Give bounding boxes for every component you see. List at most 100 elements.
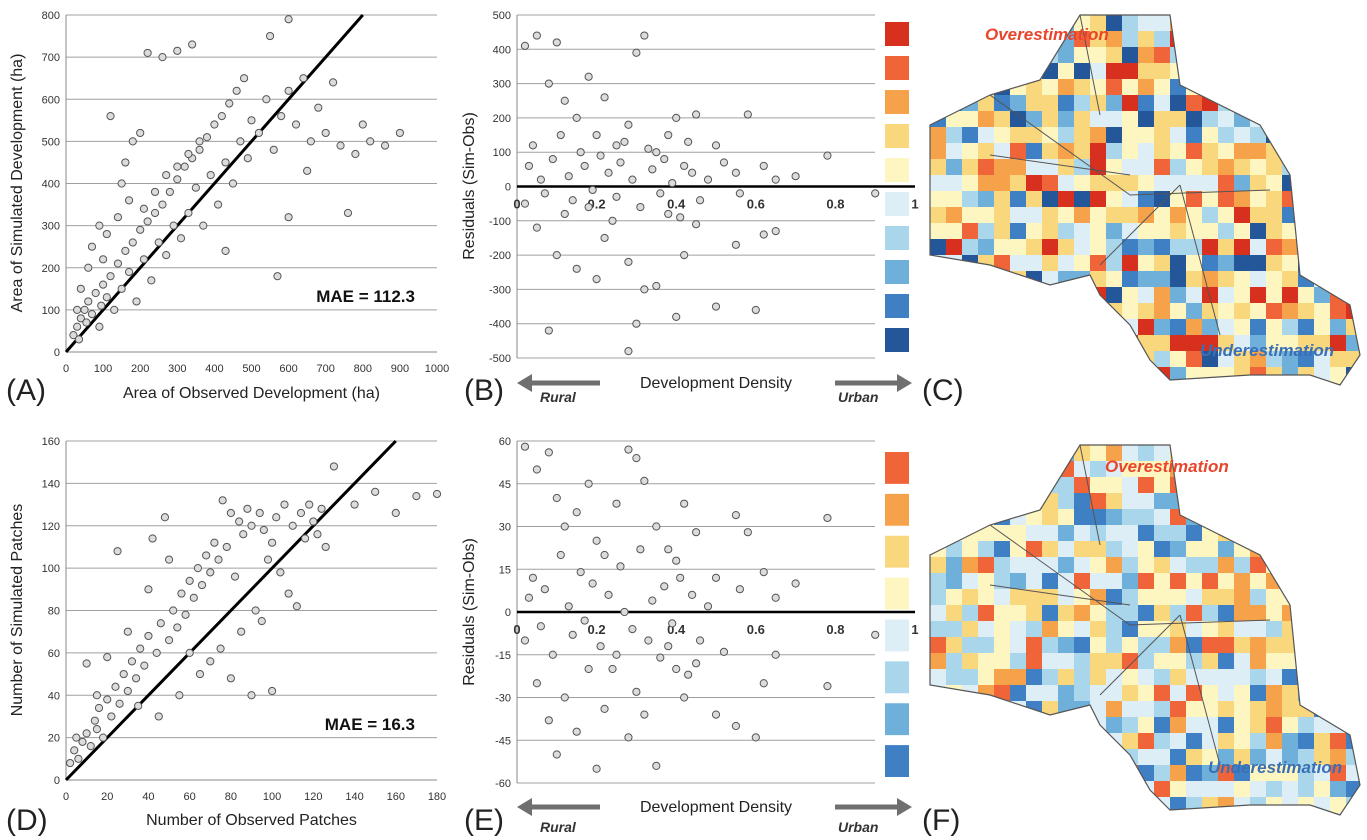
map-cell xyxy=(1122,175,1138,191)
map-cell xyxy=(1234,509,1250,525)
legend-swatch xyxy=(885,328,909,352)
map-cell xyxy=(1330,207,1346,223)
map-cell xyxy=(1266,669,1282,685)
map-cell xyxy=(962,749,978,765)
map-cell xyxy=(1170,303,1186,319)
data-point xyxy=(91,288,100,298)
map-cell xyxy=(1106,79,1122,95)
map-cell xyxy=(1346,383,1360,385)
map-cell xyxy=(1122,191,1138,207)
map-cell xyxy=(1186,589,1202,605)
data-point xyxy=(195,669,205,679)
mae-annotation: MAE = 16.3 xyxy=(325,715,415,734)
map-cell xyxy=(1282,287,1298,303)
map-cell xyxy=(1282,509,1298,525)
map-cell xyxy=(1266,79,1282,95)
map-cell xyxy=(1362,493,1367,509)
map-cell xyxy=(1122,669,1138,685)
map-cell xyxy=(1218,223,1234,239)
map-cell xyxy=(1090,573,1106,589)
map-cell xyxy=(1090,367,1106,383)
data-point xyxy=(72,733,81,742)
data-point xyxy=(92,725,102,734)
data-point xyxy=(169,606,178,615)
map-cell xyxy=(1154,207,1170,223)
legend-swatch xyxy=(885,619,909,652)
map-cell xyxy=(1330,383,1346,385)
map-cell xyxy=(1138,79,1154,95)
map-cell xyxy=(962,191,978,207)
map-cell xyxy=(1250,717,1266,733)
map-cell xyxy=(1282,79,1298,95)
map-cell xyxy=(1122,445,1138,461)
panel-letter-c: (C) xyxy=(922,374,964,407)
map-cell xyxy=(1218,509,1234,525)
map-cell xyxy=(1058,637,1074,653)
data-point xyxy=(191,183,200,192)
map-cell xyxy=(1026,749,1042,765)
data-point xyxy=(218,496,227,505)
map-cell xyxy=(1218,127,1234,143)
data-point xyxy=(703,175,713,184)
data-point xyxy=(113,213,123,222)
map-cell xyxy=(1362,191,1367,207)
map-cell xyxy=(962,351,978,367)
map-cell xyxy=(930,335,946,351)
map-cell xyxy=(1026,605,1042,621)
map-cell xyxy=(994,367,1010,383)
map-cell xyxy=(946,733,962,749)
map-cell xyxy=(962,589,978,605)
map-cell xyxy=(962,733,978,749)
county-boundary xyxy=(1079,14,1101,116)
map-cell xyxy=(1154,749,1170,765)
map-cell xyxy=(1282,223,1298,239)
map-cell xyxy=(1330,127,1346,143)
map-cell xyxy=(1186,367,1202,383)
data-point xyxy=(540,585,549,594)
map-cell xyxy=(978,749,994,765)
map-cell xyxy=(1122,95,1138,111)
data-point xyxy=(628,625,637,634)
map-cell xyxy=(930,557,946,573)
map-cell xyxy=(930,461,946,477)
map-cell xyxy=(1362,733,1367,749)
map-cell xyxy=(962,159,978,175)
map-cell xyxy=(1154,255,1170,271)
map-cell xyxy=(1330,239,1346,255)
map-cell xyxy=(1346,525,1360,541)
map-cell xyxy=(1170,287,1186,303)
data-point xyxy=(520,41,530,50)
map-cell xyxy=(1346,477,1360,493)
map-cell xyxy=(1026,303,1042,319)
map-cell xyxy=(1010,461,1026,477)
map-cell xyxy=(1010,63,1026,79)
map-cell xyxy=(1074,175,1090,191)
data-point xyxy=(640,476,649,485)
data-point xyxy=(102,293,111,302)
map-cell xyxy=(1122,573,1138,589)
map-cell xyxy=(1346,303,1360,319)
map-cell xyxy=(1074,477,1090,493)
map-cell xyxy=(946,749,962,765)
map-cell xyxy=(1250,159,1266,175)
map-cell xyxy=(994,63,1010,79)
map-cell xyxy=(1090,541,1106,557)
data-point xyxy=(560,209,569,219)
map-cell xyxy=(1330,271,1346,287)
data-point xyxy=(528,573,538,582)
map-cell xyxy=(1362,445,1367,461)
map-cell xyxy=(1026,175,1042,191)
map-cell xyxy=(1298,765,1314,781)
map-cell xyxy=(1042,159,1058,175)
map-cell xyxy=(1010,287,1026,303)
data-point xyxy=(600,93,609,102)
map-cell xyxy=(978,175,994,191)
data-point xyxy=(132,297,141,306)
y-tick-label: 40 xyxy=(48,690,60,702)
map-cell xyxy=(1362,111,1367,127)
y-tick-label: 200 xyxy=(42,263,60,275)
map-cell xyxy=(1058,493,1074,509)
data-point xyxy=(568,630,577,639)
map-cell xyxy=(1330,367,1346,383)
map-cell xyxy=(1090,63,1106,79)
